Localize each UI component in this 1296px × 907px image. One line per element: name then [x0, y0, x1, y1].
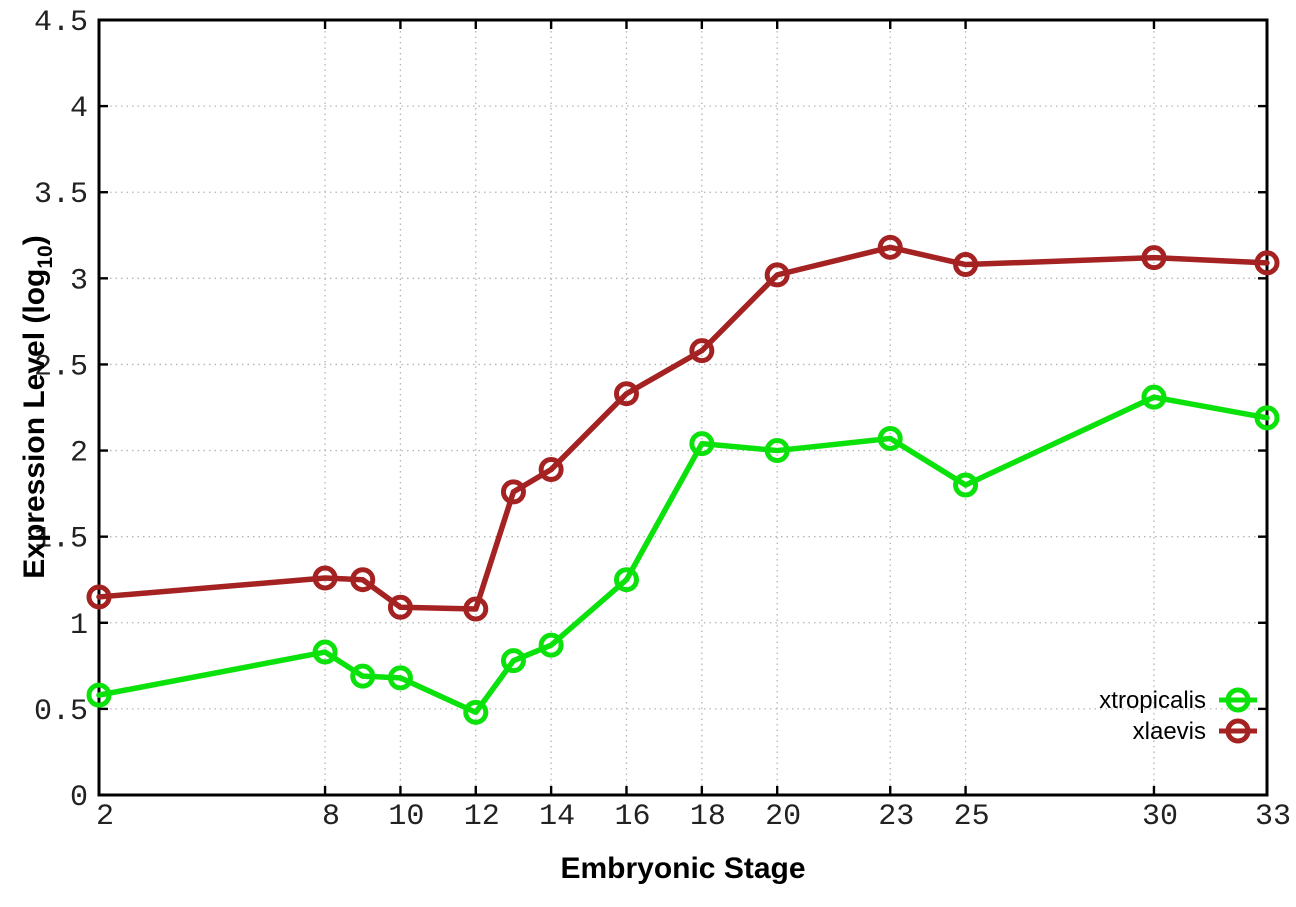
marker-xlaevis-23: [877, 234, 903, 260]
x-tick-label-33: 33: [1255, 800, 1291, 834]
y-tick-label-3: 3: [70, 264, 88, 298]
marker-xlaevis-25: [953, 252, 979, 278]
x-tick-label-25: 25: [954, 800, 990, 834]
marker-xtropicalis-18: [689, 431, 715, 457]
series-line-xtropicalis: [96, 394, 1270, 716]
x-tick-label-14: 14: [539, 800, 575, 834]
y-axis-title-main: Expression Level (log: [18, 269, 51, 579]
legend-label-xtropicalis: xtropicalis: [1099, 687, 1206, 714]
legend-marker-xlaevis: [1225, 718, 1251, 744]
marker-xlaevis-2: [86, 584, 112, 610]
y-axis-title-subscript: 10: [34, 245, 57, 268]
marker-xtropicalis-13: [500, 648, 526, 674]
x-tick-label-18: 18: [690, 800, 726, 834]
y-tick-label-2: 2: [70, 437, 88, 471]
marker-xtropicalis-23: [877, 426, 903, 451]
marker-xlaevis-9: [350, 567, 376, 593]
marker-xlaevis-20: [764, 262, 790, 288]
marker-xtropicalis-9: [350, 663, 376, 689]
marker-xlaevis-33: [1254, 250, 1280, 276]
legend-label-xlaevis: xlaevis: [1133, 718, 1206, 745]
marker-xtropicalis-20: [764, 438, 790, 464]
x-tick-label-10: 10: [388, 800, 424, 834]
marker-xtropicalis-30: [1141, 384, 1167, 410]
marker-xtropicalis-2: [86, 682, 112, 708]
marker-xtropicalis-33: [1254, 405, 1280, 431]
marker-xtropicalis-12: [463, 699, 489, 725]
marker-xtropicalis-14: [538, 632, 564, 658]
x-axis-title: Embryonic Stage: [560, 852, 805, 885]
y-tick-label-2.5: 2.5: [34, 350, 88, 384]
x-tick-label-8: 8: [322, 800, 340, 834]
marker-xlaevis-10: [387, 594, 413, 620]
y-axis-title-end: ): [18, 235, 51, 245]
legend-marker-xtropicalis: [1225, 687, 1251, 713]
x-tick-label-30: 30: [1142, 800, 1178, 834]
y-tick-label-3.5: 3.5: [34, 178, 88, 212]
plot-border: [97, 18, 1269, 797]
x-tick-label-23: 23: [878, 800, 914, 834]
y-tick-label-0.5: 0.5: [34, 695, 88, 729]
y-tick-label-4.5: 4.5: [34, 6, 88, 40]
marker-xlaevis-30: [1141, 245, 1167, 271]
x-tick-label-16: 16: [614, 800, 650, 834]
y-tick-label-1: 1: [70, 609, 88, 643]
y-tick-label-4: 4: [70, 92, 88, 126]
marker-xlaevis-13: [500, 479, 526, 505]
y-tick-label-1.5: 1.5: [34, 523, 88, 557]
x-tick-label-20: 20: [765, 800, 801, 834]
x-tick-label-2: 2: [96, 800, 114, 834]
marker-xtropicalis-16: [613, 567, 639, 593]
marker-xlaevis-16: [613, 381, 639, 407]
y-tick-label-0: 0: [70, 781, 88, 815]
marker-xtropicalis-10: [387, 665, 413, 691]
marker-xtropicalis-8: [312, 639, 338, 665]
marker-xlaevis-14: [538, 457, 564, 482]
x-tick-label-12: 12: [464, 800, 500, 834]
marker-xlaevis-12: [463, 596, 489, 622]
marker-xlaevis-8: [312, 565, 338, 591]
y-axis-title: Expression Level (log10): [18, 235, 57, 578]
marker-xtropicalis-25: [953, 472, 979, 498]
plot-area: 2 8 10 12 14 16 18 20 23 25 30 33 0 0.5 1 1.5 2 2.5 3 3.5 4 4…: [34, 6, 1291, 834]
marker-xlaevis-18: [689, 338, 715, 364]
